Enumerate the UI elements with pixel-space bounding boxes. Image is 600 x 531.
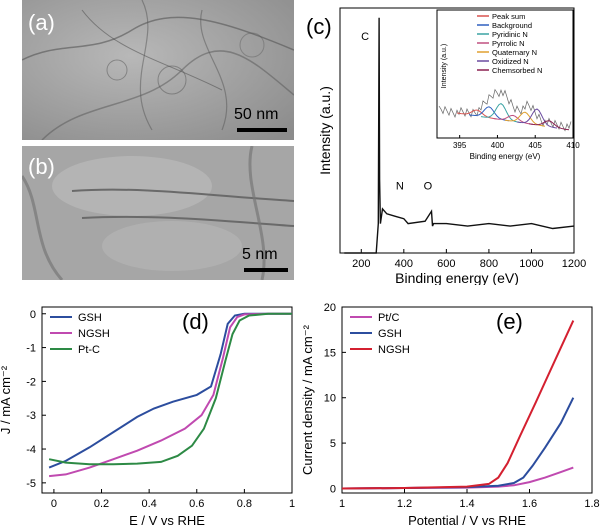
y-tick-label: 15: [324, 347, 336, 359]
peak-label: C: [361, 31, 369, 43]
inset-legend-label: Pyridinic N: [492, 30, 528, 39]
peak-label: N: [396, 180, 404, 192]
y-tick-label: -5: [26, 478, 36, 490]
tem-texture-a: [22, 0, 294, 140]
y-tick-label: 10: [324, 393, 336, 405]
x-tick-label: 600: [437, 258, 455, 270]
inset-frame: [436, 9, 574, 139]
inset-fit-line: [492, 114, 534, 125]
inset-x-tick-label: 400: [491, 141, 505, 150]
x-tick-label: 0.6: [189, 498, 204, 510]
legend-label: GSH: [78, 312, 102, 324]
y-axis-label: Current density / mA cm⁻²: [300, 324, 315, 475]
x-tick-label: 1.4: [459, 498, 474, 510]
tem-image-a: (a) 50 nm: [22, 0, 294, 140]
series-line-pt-c: [48, 312, 292, 466]
x-tick-label: 1000: [519, 258, 543, 270]
y-tick-label: 20: [324, 302, 336, 314]
legend-label: NGSH: [78, 328, 110, 340]
inset-legend-label: Chemsorbed N: [492, 66, 542, 75]
x-tick-label: 200: [352, 258, 370, 270]
x-tick-label: 1: [289, 498, 295, 510]
x-tick-label: 1.2: [397, 498, 412, 510]
y-tick-label: 0: [330, 483, 336, 495]
inset-x-tick-label: 405: [529, 141, 543, 150]
oer-chart: 1 1.2 1.4 1.6 1.8 0 5 10 15 20 Potential / V vs RH…: [300, 302, 600, 528]
x-axis-label: E / V vs RHE: [129, 513, 205, 528]
xps-chart: 200 400 600 800 1000 1200 Binding energy (eV) I…: [306, 7, 586, 285]
plot-frame: [41, 306, 293, 494]
inset-legend-label: Background: [492, 21, 532, 30]
tem-texture-b: [22, 146, 294, 280]
orr-chart: 0 0.2 0.4 0.6 0.8 1 0 -1 -2 -3 -4 -5 E / V vs RHE J /…: [0, 306, 295, 528]
y-tick-label: 0: [30, 309, 36, 321]
inset-raw-data: [438, 88, 572, 132]
inset-legend-label: Peak sum: [492, 12, 525, 21]
y-axis-label: Intensity (a.u.): [317, 86, 333, 175]
x-tick-label: 1200: [562, 258, 586, 270]
inset-x-axis-label: Binding energy (eV): [470, 152, 541, 161]
series-line-gsh: [48, 312, 292, 469]
y-axis-label: J / mA cm⁻²: [0, 365, 13, 434]
legend-label: Pt-C: [78, 344, 100, 356]
series-line-ngsh: [341, 320, 575, 490]
x-tick-label: 1: [339, 498, 345, 510]
x-axis-label: Binding energy (eV): [395, 270, 519, 285]
inset-legend-label: Oxidized N: [492, 57, 529, 66]
x-tick-label: 400: [395, 258, 413, 270]
y-tick-label: -4: [26, 444, 36, 456]
scale-bar-b: [244, 268, 288, 272]
x-axis-label: Potential / V vs RHE: [408, 513, 526, 528]
legend-label: GSH: [378, 328, 402, 340]
inset-legend-label: Pyrrolic N: [492, 39, 525, 48]
scale-text-b: 5 nm: [242, 246, 278, 263]
xps-survey-line: [344, 17, 575, 254]
series-line-pt-c: [341, 466, 574, 490]
panel-label-b: (b): [28, 154, 55, 179]
scale-bar-a: [237, 128, 287, 132]
tem-image-b: (b) 5 nm: [22, 146, 294, 280]
y-tick-label: -1: [26, 343, 36, 355]
x-tick-label: 0: [51, 498, 57, 510]
legend-label: Pt/C: [378, 312, 399, 324]
legend-label: NGSH: [378, 344, 410, 356]
panel-label: (d): [182, 309, 209, 334]
y-tick-label: 5: [330, 438, 336, 450]
x-tick-label: 0.2: [94, 498, 109, 510]
x-tick-label: 800: [480, 258, 498, 270]
inset-legend-label: Quaternary N: [492, 48, 537, 57]
x-tick-label: 1.8: [584, 498, 599, 510]
plot-frame: [339, 7, 575, 254]
panel-label: (c): [306, 14, 332, 39]
inset-fit-line: [480, 103, 522, 124]
panel-label-a: (a): [28, 10, 55, 35]
inset-fit-line: [516, 108, 558, 129]
series-line-gsh: [341, 397, 575, 490]
inset-y-axis-label: Intensity (a.u.): [441, 44, 448, 88]
x-tick-label: 1.6: [522, 498, 537, 510]
x-tick-label: 0.4: [141, 498, 156, 510]
y-tick-label: -2: [26, 376, 36, 388]
inset-x-tick-label: 410: [566, 141, 580, 150]
peak-label: O: [424, 180, 433, 192]
inset-fit-line: [456, 109, 498, 120]
panel-label: (e): [496, 309, 523, 334]
scale-text-a: 50 nm: [234, 106, 279, 123]
inset-fit-line: [528, 120, 570, 131]
x-tick-label: 0.8: [237, 498, 252, 510]
y-tick-label: -3: [26, 410, 36, 422]
inset-x-tick-label: 395: [453, 141, 467, 150]
